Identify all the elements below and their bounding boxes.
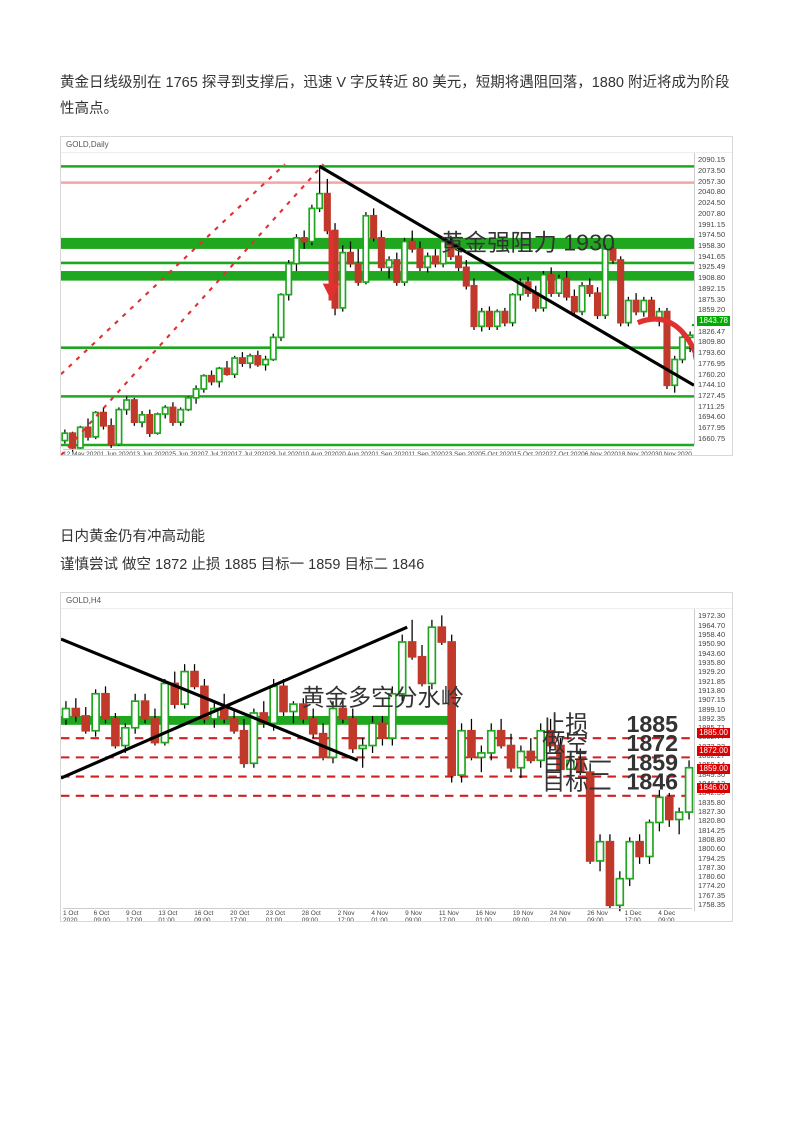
chart2-xaxis: 1 Oct 20206 Oct 09:009 Oct 17:0013 Oct 0… bbox=[63, 908, 692, 922]
section2-line1: 日内黄金仍有冲高动能 bbox=[60, 524, 733, 550]
svg-text:黄金强阻力 1930: 黄金强阻力 1930 bbox=[441, 229, 615, 255]
chart2-yaxis: 1972.301964.701958.401950.901943.601935.… bbox=[694, 609, 730, 911]
chart1-plot: 黄金强阻力 1930 bbox=[61, 153, 694, 456]
chart1-xaxis: 12 May 20201 Jun 202013 Jun 202025 Jun 2… bbox=[63, 449, 692, 456]
chart2-container: GOLD,H4 黄金多空分水岭止损1885做空1872目标一1859目标二184… bbox=[60, 592, 733, 922]
svg-text:目标二: 目标二 bbox=[542, 769, 612, 795]
svg-text:1846: 1846 bbox=[626, 769, 678, 795]
chart1-container: GOLD,Daily 黄金强阻力 1930 2090.152073.502057… bbox=[60, 136, 733, 456]
section1-description: 黄金日线级别在 1765 探寻到支撑后，迅速 V 字反转近 80 美元，短期将遇… bbox=[60, 70, 733, 122]
chart1-title: GOLD,Daily bbox=[61, 137, 732, 153]
chart2-plot: 黄金多空分水岭止损1885做空1872目标一1859目标二1846 bbox=[61, 609, 694, 922]
section2-line2: 谨慎尝试 做空 1872 止损 1885 目标一 1859 目标二 1846 bbox=[60, 552, 733, 578]
svg-text:黄金多空分水岭: 黄金多空分水岭 bbox=[302, 685, 464, 711]
chart2-title: GOLD,H4 bbox=[61, 593, 732, 609]
chart1-yaxis: 2090.152073.502057.302040.802024.502007.… bbox=[694, 153, 730, 445]
